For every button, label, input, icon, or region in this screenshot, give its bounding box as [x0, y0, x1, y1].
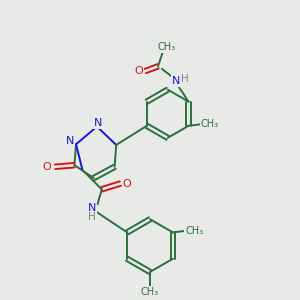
Text: N: N: [88, 203, 96, 213]
Text: O: O: [43, 162, 52, 172]
Text: N: N: [172, 76, 180, 86]
Text: CH₃: CH₃: [185, 226, 203, 236]
Text: N: N: [66, 136, 74, 146]
Text: CH₃: CH₃: [157, 42, 175, 52]
Text: CH₃: CH₃: [200, 119, 218, 129]
Text: N: N: [94, 118, 102, 128]
Text: O: O: [122, 178, 131, 188]
Text: CH₃: CH₃: [141, 287, 159, 297]
Text: O: O: [134, 66, 143, 76]
Text: H: H: [88, 212, 95, 222]
Text: H: H: [181, 74, 189, 85]
